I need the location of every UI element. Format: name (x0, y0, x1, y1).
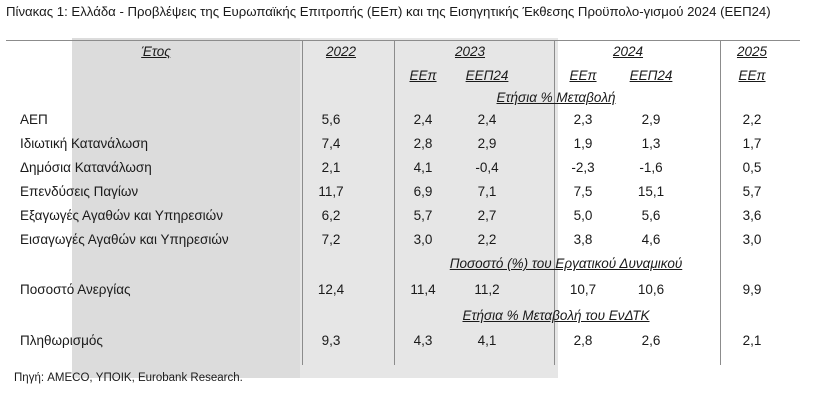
value-2024-eep24: 5,6 (641, 208, 661, 223)
section-unit-label: Ετήσια % Μεταβολή (496, 90, 616, 105)
value-2024-eep: 5,0 (573, 208, 593, 223)
table-row: Εξαγωγές Αγαθών και Υπηρεσιών 6,2 5,7 2,… (6, 204, 800, 228)
value-2023-eep24: 11,2 (474, 282, 500, 297)
table-row: Εισαγωγές Αγαθών και Υπηρεσιών 7,2 3,0 2… (6, 228, 800, 252)
sub-eep24-2024: ΕΕΠ24 (629, 68, 673, 83)
section-unit-row: Ετήσια % Μεταβολή (6, 88, 800, 108)
table-row: Ποσοστό Ανεργίας 12,4 11,4 11,2 10,7 10,… (6, 276, 800, 304)
value-2024-eep: 1,9 (573, 136, 593, 151)
value-2023-eep: 2,8 (413, 136, 433, 151)
value-2025-eep: 3,6 (742, 208, 762, 223)
value-2024-eep: 2,3 (573, 112, 593, 127)
section-unit-label: Ποσοστό (%) του Εργατικού Δυναμικού (449, 256, 683, 271)
header-top-rule (6, 40, 800, 41)
value-2024-eep: 7,5 (573, 184, 593, 199)
section-unit-row: Ποσοστό (%) του Εργατικού Δυναμικού (6, 252, 800, 276)
row-label: Ιδιωτική Κατανάλωση (20, 136, 149, 151)
value-2023-eep24: 2,4 (477, 112, 497, 127)
value-2022: 9,3 (321, 333, 341, 348)
source-note: Πηγή: AMECO, ΥΠΟΙΚ, Eurobank Research. (14, 372, 243, 384)
value-2024-eep: 2,8 (573, 333, 593, 348)
value-2023-eep24: 2,9 (477, 136, 497, 151)
value-2025-eep: 9,9 (742, 282, 762, 297)
year-2023-header: 2023 (454, 44, 486, 59)
row-label: Εξαγωγές Αγαθών και Υπηρεσιών (20, 208, 223, 223)
value-2025-eep: 0,5 (742, 160, 762, 175)
row-label: ΑΕΠ (20, 112, 48, 127)
column-divider-2024 (554, 40, 555, 365)
value-2022: 2,1 (321, 160, 341, 175)
value-2024-eep: -2,3 (571, 160, 595, 175)
header-row-years: Έτος 2022 2023 2024 2025 (6, 40, 800, 64)
year-2024-header: 2024 (612, 44, 644, 59)
row-label: Εισαγωγές Αγαθών και Υπηρεσιών (20, 232, 229, 247)
value-2022: 5,6 (321, 112, 341, 127)
value-2025-eep: 1,7 (742, 136, 762, 151)
column-divider-2022 (302, 40, 303, 365)
table-title: Πίνακας 1: Ελλάδα - Προβλέψεις της Ευρωπ… (6, 4, 771, 19)
sub-eep24-2023: ΕΕΠ24 (465, 68, 509, 83)
table-row: Δημόσια Κατανάλωση 2,1 4,1 -0,4 -2,3 -1,… (6, 156, 800, 180)
value-2024-eep24: 4,6 (641, 232, 661, 247)
value-2023-eep24: -0,4 (475, 160, 499, 175)
value-2023-eep24: 2,7 (477, 208, 497, 223)
section-unit-label: Ετήσια % Μεταβολή του ΕνΔΤΚ (462, 308, 650, 323)
value-2022: 12,4 (317, 282, 345, 297)
value-2024-eep: 3,8 (573, 232, 593, 247)
background-band-left (72, 38, 300, 378)
value-2023-eep: 5,7 (413, 208, 433, 223)
header-row-sources: ΕΕπ ΕΕΠ24 ΕΕπ ΕΕΠ24 ΕΕπ (6, 64, 800, 88)
value-2023-eep24: 2,2 (477, 232, 497, 247)
column-divider-2023 (394, 40, 395, 365)
value-2025-eep: 2,1 (742, 333, 762, 348)
sub-eep-2025: ΕΕπ (738, 68, 766, 83)
table-row: ΑΕΠ 5,6 2,4 2,4 2,3 2,9 2,2 (6, 108, 800, 132)
value-2022: 7,4 (321, 136, 341, 151)
value-2023-eep: 6,9 (413, 184, 433, 199)
value-2024-eep24: 2,6 (641, 333, 661, 348)
value-2025-eep: 3,0 (742, 232, 762, 247)
row-label: Επενδύσεις Παγίων (20, 184, 139, 199)
value-2023-eep: 4,3 (413, 333, 433, 348)
value-2023-eep24: 4,1 (477, 333, 497, 348)
year-2025-header: 2025 (736, 44, 768, 59)
section-unit-row: Ετήσια % Μεταβολή του ΕνΔΤΚ (6, 304, 800, 328)
value-2023-eep: 2,4 (413, 112, 433, 127)
value-2025-eep: 2,2 (742, 112, 762, 127)
background-band-right (300, 38, 558, 378)
value-2022: 6,2 (321, 208, 341, 223)
value-2023-eep24: 7,1 (477, 184, 497, 199)
value-2023-eep: 3,0 (413, 232, 433, 247)
sub-eep-2023: ΕΕπ (409, 68, 437, 83)
value-2024-eep24: -1,6 (639, 160, 663, 175)
value-2024-eep24: 2,9 (641, 112, 661, 127)
value-2025-eep: 5,7 (742, 184, 762, 199)
value-2024-eep: 10,7 (569, 282, 597, 297)
row-label: Ποσοστό Ανεργίας (20, 282, 131, 297)
sub-eep-2024: ΕΕπ (569, 68, 597, 83)
row-label: Δημόσια Κατανάλωση (20, 160, 152, 175)
value-2024-eep24: 15,1 (637, 184, 665, 199)
value-2023-eep: 4,1 (413, 160, 433, 175)
year-label-header: Έτος (141, 44, 171, 59)
value-2022: 11,7 (318, 184, 344, 199)
table-row: Επενδύσεις Παγίων 11,7 6,9 7,1 7,5 15,1 … (6, 180, 800, 204)
value-2024-eep24: 1,3 (641, 136, 661, 151)
value-2024-eep24: 10,6 (637, 282, 665, 297)
forecast-table: Έτος 2022 2023 2024 2025 ΕΕπ ΕΕΠ24 ΕΕπ Ε… (6, 40, 800, 354)
value-2022: 7,2 (321, 232, 341, 247)
row-label: Πληθωρισμός (20, 333, 103, 348)
table-row: Πληθωρισμός 9,3 4,3 4,1 2,8 2,6 2,1 (6, 328, 800, 354)
column-divider-2025 (720, 40, 721, 365)
year-2022-header: 2022 (325, 44, 357, 59)
value-2023-eep: 11,4 (410, 282, 436, 297)
table-row: Ιδιωτική Κατανάλωση 7,4 2,8 2,9 1,9 1,3 … (6, 132, 800, 156)
